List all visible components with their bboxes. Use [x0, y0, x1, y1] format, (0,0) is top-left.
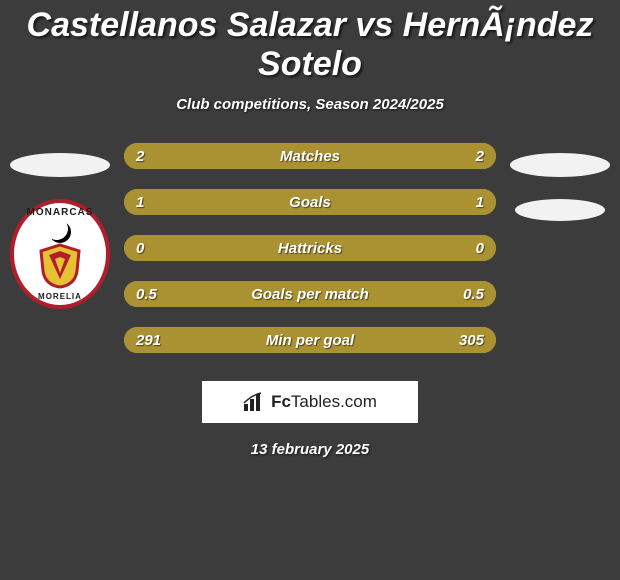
main-row: MONARCAS MORELIA 22Matches 11Goals 00Hattr… — [0, 143, 620, 353]
card-root: Castellanos Salazar vs HernÃ¡ndez Sotelo… — [0, 0, 620, 458]
player-left-club-badge: MONARCAS MORELIA — [10, 199, 110, 309]
stat-bar-min-per-goal: 291305Min per goal — [124, 327, 496, 353]
player-right-body-ellipse — [515, 199, 605, 221]
bar-chart-icon — [243, 392, 265, 412]
stat-label: Min per goal — [124, 332, 496, 349]
stat-label: Matches — [124, 148, 496, 165]
stat-bar-hattricks: 00Hattricks — [124, 235, 496, 261]
soccer-ball-icon — [49, 221, 71, 243]
date-text: 13 february 2025 — [251, 441, 369, 458]
badge-text-top: MONARCAS — [10, 207, 110, 218]
page-title: Castellanos Salazar vs HernÃ¡ndez Sotelo — [0, 6, 620, 84]
player-left-head-ellipse — [10, 153, 110, 177]
page-subtitle: Club competitions, Season 2024/2025 — [176, 96, 444, 113]
brand-footer[interactable]: FcTables.com — [202, 381, 418, 423]
badge-text-bottom: MORELIA — [10, 292, 110, 301]
left-player-col: MONARCAS MORELIA — [0, 143, 120, 309]
stat-bar-goals-per-match: 0.50.5Goals per match — [124, 281, 496, 307]
brand-prefix: Fc — [271, 392, 291, 411]
shield-icon — [37, 243, 83, 289]
stat-bar-matches: 22Matches — [124, 143, 496, 169]
player-right-head-ellipse — [510, 153, 610, 177]
stat-bars: 22Matches 11Goals 00Hattricks 0.50.5Goals p… — [120, 143, 500, 353]
right-player-col — [500, 143, 620, 221]
stat-label: Goals per match — [124, 286, 496, 303]
stat-bar-goals: 11Goals — [124, 189, 496, 215]
stat-label: Hattricks — [124, 240, 496, 257]
brand-text: FcTables.com — [271, 392, 377, 412]
stat-label: Goals — [124, 194, 496, 211]
brand-suffix: Tables.com — [291, 392, 377, 411]
